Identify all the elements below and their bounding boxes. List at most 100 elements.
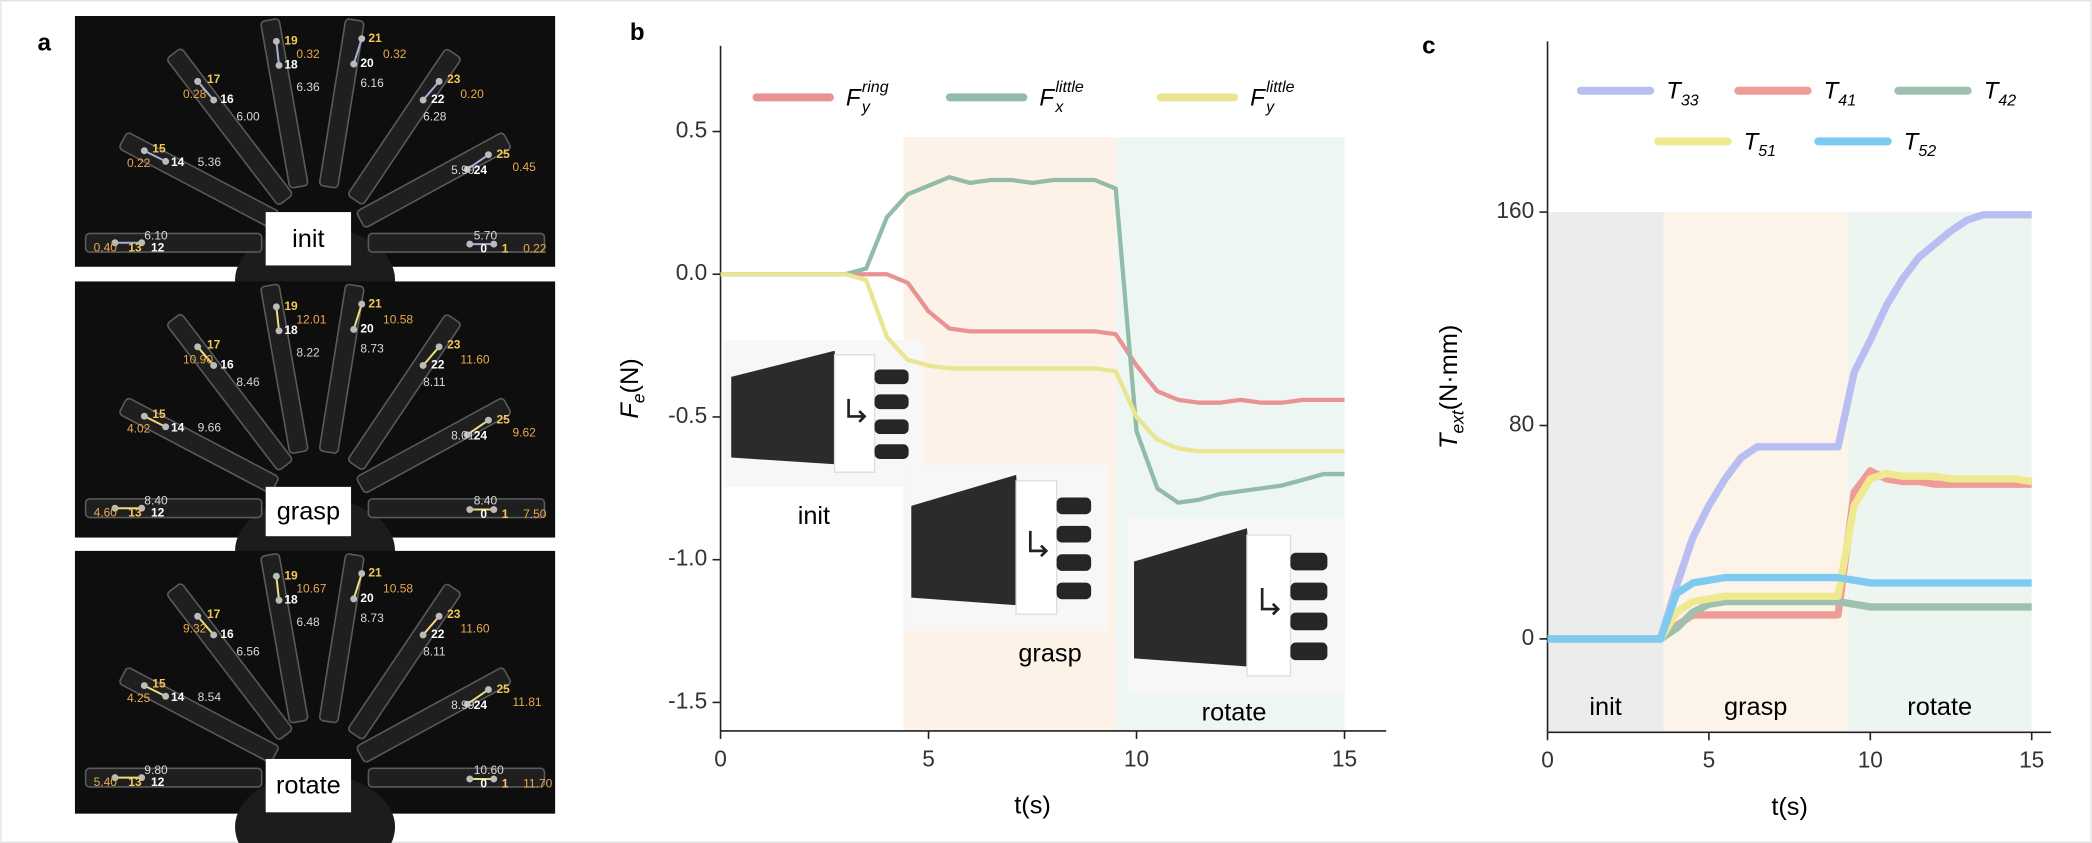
sensor-dot — [490, 775, 498, 783]
sensor-dot — [466, 775, 474, 783]
inset-caption: rotate — [1202, 698, 1267, 726]
panel-label: b — [630, 19, 645, 46]
tip-value: 0.22 — [523, 242, 547, 256]
finger-strip — [167, 313, 293, 471]
base-value: 6.10 — [144, 228, 168, 242]
finger-strip — [119, 397, 279, 494]
tip-value: 7.50 — [523, 507, 547, 521]
base-id: 20 — [360, 322, 374, 336]
tip-value: 0.28 — [183, 87, 207, 101]
y-label-sub: ext — [1447, 409, 1467, 433]
finger-strip — [356, 397, 511, 494]
finger-strip — [84, 498, 263, 519]
finger-strip — [84, 767, 263, 788]
legend-label: Fring y — [846, 79, 889, 116]
base-value: 10.60 — [474, 763, 504, 777]
robot-finger — [1056, 582, 1092, 600]
sensor-dot — [358, 570, 366, 578]
tip-value: 10.58 — [383, 582, 413, 596]
frame-arrow — [1028, 530, 1049, 558]
tip-id: 21 — [368, 31, 382, 45]
sensor-dot — [466, 240, 474, 248]
y-label-symbol: T — [1435, 432, 1463, 449]
sensor-dot — [272, 572, 280, 580]
legend-symbol: F — [1039, 84, 1055, 111]
robot-finger — [874, 444, 909, 459]
tip-id: 23 — [447, 338, 461, 352]
base-value: 5.70 — [474, 228, 498, 242]
sensor-link — [143, 149, 167, 163]
sensor-link — [196, 346, 215, 367]
y-tick-label: -0.5 — [668, 402, 707, 428]
sensor-dot — [138, 239, 146, 247]
legend-symbol: T — [1984, 78, 2001, 105]
y-label-sub: e — [629, 393, 649, 403]
base-id: 22 — [431, 92, 445, 106]
legend-sub: 41 — [1838, 92, 1856, 109]
legend-label: Flittle y — [1250, 79, 1295, 116]
legend-sub: y — [1265, 99, 1275, 116]
base-id: 14 — [171, 155, 185, 169]
sensor-dot — [463, 700, 471, 708]
sensor-link — [275, 306, 281, 331]
tip-id: 19 — [284, 299, 298, 313]
legend-symbol: T — [1824, 78, 1841, 105]
base-id: 12 — [151, 775, 165, 789]
y-tick-label: 160 — [1496, 197, 1534, 223]
legend-sup: little — [1055, 79, 1084, 96]
tip-id: 23 — [447, 72, 461, 86]
legend-label: Flittle x — [1039, 79, 1084, 116]
base-value: 8.11 — [423, 375, 446, 389]
sensor-link — [143, 684, 167, 698]
base-value: 8.40 — [144, 494, 168, 508]
sensor-dot — [350, 325, 358, 333]
inset-photo — [1127, 517, 1345, 694]
tip-value: 10.67 — [296, 582, 326, 596]
inset-caption: grasp — [1018, 640, 1081, 668]
sensor-dot — [435, 612, 443, 620]
tip-value: 0.40 — [94, 240, 118, 254]
phase-label: grasp — [1724, 693, 1787, 721]
object-block — [833, 354, 876, 473]
sensor-dot — [419, 362, 427, 369]
robot-finger — [1290, 582, 1328, 601]
state-box — [265, 758, 352, 813]
finger-strip — [356, 132, 511, 228]
tip-value: 11.81 — [512, 695, 541, 709]
finger-strip — [167, 583, 293, 740]
legend-label: T42 — [1984, 78, 2017, 110]
legend-sub: y — [861, 99, 871, 116]
tip-value: 11.70 — [523, 776, 552, 790]
sensor-link — [422, 346, 440, 367]
sensor-dot — [435, 343, 443, 351]
base-id: 12 — [151, 240, 165, 254]
robot-hand — [1134, 528, 1258, 668]
tip-id: 13 — [128, 240, 142, 254]
sensor-dot — [162, 692, 170, 700]
state-label: grasp — [277, 498, 340, 526]
finger-strip — [260, 18, 309, 189]
base-value: 8.11 — [423, 644, 446, 658]
sensor-dot — [350, 595, 358, 603]
y-tick-label: -1.5 — [668, 687, 707, 713]
base-value: 5.36 — [198, 155, 222, 169]
base-id: 16 — [220, 627, 234, 641]
legend-sub: 42 — [1998, 92, 2016, 109]
tip-id: 17 — [207, 607, 221, 621]
base-value: 6.48 — [296, 615, 320, 629]
sensor-link — [275, 41, 281, 66]
legend-label: T51 — [1744, 128, 1776, 160]
base-value: 8.73 — [360, 611, 384, 625]
inset-photo — [724, 340, 925, 487]
sensor-dot — [162, 423, 170, 431]
tip-id: 17 — [207, 72, 221, 86]
legend-sup: little — [1266, 79, 1295, 96]
tip-id: 25 — [496, 682, 510, 696]
legend-symbol: F — [1250, 84, 1266, 111]
sensor-link — [466, 688, 490, 706]
tip-value: 11.60 — [460, 622, 489, 636]
base-id: 18 — [284, 592, 298, 606]
sensor-dot — [490, 240, 498, 248]
legend-symbol: T — [1904, 128, 1921, 155]
finger-strip — [260, 553, 309, 724]
